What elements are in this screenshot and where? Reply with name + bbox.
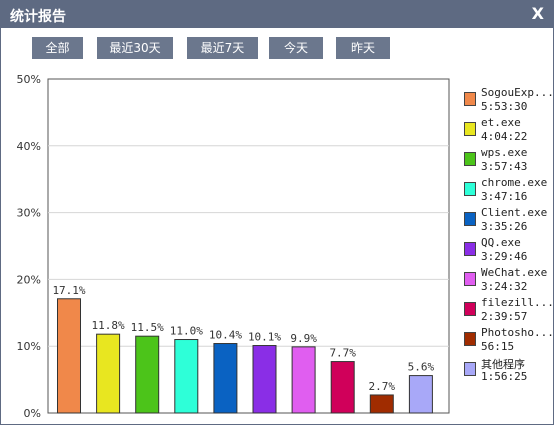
close-button[interactable]: X [531, 4, 544, 23]
bar-value-label: 7.7% [329, 347, 356, 360]
bar-7 [291, 346, 316, 414]
legend-item: Client.exe 3:35:26 [464, 205, 554, 235]
y-tick-label: 0% [24, 407, 41, 420]
bar-3 [135, 335, 160, 414]
y-tick-label: 50% [17, 73, 41, 86]
legend-usage-time: 3:29:46 [481, 250, 528, 263]
legend-usage-time: 1:56:25 [481, 370, 528, 383]
y-tick-label: 30% [17, 207, 41, 220]
y-tick-label: 20% [17, 273, 41, 286]
legend-swatch [464, 302, 476, 316]
bar-1 [57, 298, 81, 414]
window-title: 统计报告 [10, 9, 66, 25]
legend-app-name: SogouExp... [481, 86, 554, 99]
filter-all-button[interactable]: 全部 [32, 37, 83, 59]
bar-10 [408, 375, 433, 414]
legend-app-name: et.exe [481, 116, 521, 129]
legend-app-name: Client.exe [481, 206, 548, 219]
legend-usage-time: 3:57:43 [481, 160, 528, 173]
bar-9 [369, 394, 394, 414]
title-bar: 统计报告 X [1, 1, 553, 28]
bar-value-label: 11.8% [92, 319, 125, 332]
bar-8 [330, 361, 355, 414]
legend-swatch [464, 212, 476, 226]
legend-usage-time: 2:39:57 [481, 310, 528, 323]
legend-item: 其他程序 1:56:25 [464, 355, 554, 385]
y-tick-label: 40% [17, 140, 41, 153]
legend-swatch [464, 242, 476, 256]
legend-swatch [464, 122, 476, 136]
bar-value-label: 17.1% [52, 284, 85, 297]
legend-app-name: filezill... [481, 296, 554, 309]
legend-usage-time: 5:53:30 [481, 100, 528, 113]
legend-swatch [464, 362, 476, 376]
legend-item: Photosho... 56:15 [464, 325, 554, 355]
legend-swatch [464, 152, 476, 166]
bar-value-label: 10.1% [248, 331, 281, 344]
legend-item: et.exe 4:04:22 [464, 115, 554, 145]
bar-value-label: 5.6% [408, 361, 435, 374]
legend-usage-time: 4:04:22 [481, 130, 528, 143]
legend-item: SogouExp... 5:53:30 [464, 85, 554, 115]
legend-app-name: WeChat.exe [481, 266, 548, 279]
legend-swatch [464, 272, 476, 286]
bar-value-label: 9.9% [290, 332, 317, 345]
y-tick-label: 10% [17, 340, 41, 353]
legend-item: QQ.exe 3:29:46 [464, 235, 554, 265]
legend-usage-time: 56:15 [481, 340, 515, 353]
legend-swatch [464, 332, 476, 346]
bar-6 [252, 345, 277, 414]
bar-value-label: 11.5% [131, 321, 164, 334]
legend-app-name: QQ.exe [481, 236, 521, 249]
legend-swatch [464, 92, 476, 106]
legend-usage-time: 3:35:26 [481, 220, 528, 233]
legend-usage-time: 3:24:32 [481, 280, 528, 293]
bar-value-label: 11.0% [170, 325, 203, 338]
legend-item: chrome.exe 3:47:16 [464, 175, 554, 205]
legend-item: filezill... 2:39:57 [464, 295, 554, 325]
filter-30-days-button[interactable]: 最近30天 [97, 37, 173, 59]
legend-app-name: wps.exe [481, 146, 528, 159]
filter-7-days-button[interactable]: 最近7天 [187, 37, 258, 59]
bar-5 [213, 343, 238, 414]
bar-4 [174, 339, 199, 414]
filter-today-button[interactable]: 今天 [269, 37, 323, 59]
legend-app-name: Photosho... [481, 326, 554, 339]
legend-item: WeChat.exe 3:24:32 [464, 265, 554, 295]
legend-usage-time: 3:47:16 [481, 190, 528, 203]
legend-app-name: 其他程序 [481, 358, 525, 371]
bar-value-label: 2.7% [369, 380, 396, 393]
legend-item: wps.exe 3:57:43 [464, 145, 554, 175]
bar-value-label: 10.4% [209, 329, 242, 342]
legend-app-name: chrome.exe [481, 176, 548, 189]
bar-2 [96, 333, 121, 414]
legend-swatch [464, 182, 476, 196]
filter-yesterday-button[interactable]: 昨天 [336, 37, 390, 59]
